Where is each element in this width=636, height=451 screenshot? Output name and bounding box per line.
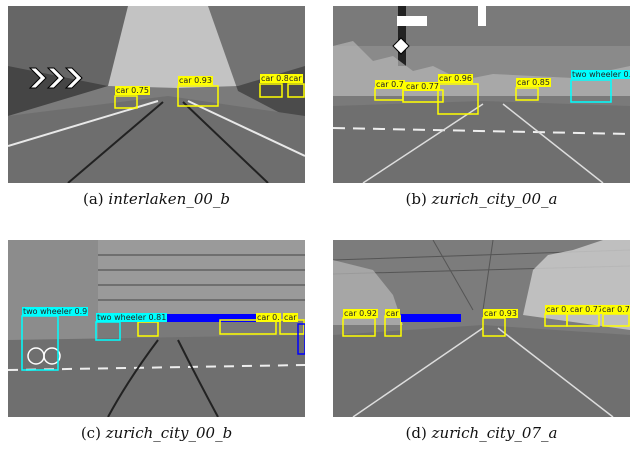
caption-a: (a) interlaken_00_b [8,190,305,208]
caption-c: (c) zurich_city_00_b [8,424,305,442]
detection-label: car 0.7 [601,305,630,314]
detection-label: car [288,74,303,83]
chevron-signs [28,67,83,89]
bbox-car-a3 [259,83,283,98]
bbox-car-d1 [342,317,376,337]
detection-label: car [385,309,400,318]
bbox-car-d5 [566,313,600,327]
detection-label: car 0.77 [569,305,604,314]
caption-prefix: (a) [82,190,104,208]
caption-sequence-name: zurich_city_07_a [431,424,558,442]
detection-label: car 0.96 [438,74,473,83]
detection-label: two wheeler 0. [571,70,630,79]
bbox-car-c4 [219,319,277,335]
detection-label: car 0.85 [516,78,551,87]
detection-label: two wheeler 0.81 [96,313,168,322]
bbox-two-wheeler-c1 [21,315,59,371]
caption-sequence-name: interlaken_00_b [108,190,231,208]
detection-label: car 0.75 [115,86,150,95]
caption-sequence-name: zurich_city_00_a [431,190,558,208]
detection-label: two wheeler 0.9 [22,307,89,316]
detection-label: car 0.77 [405,82,440,91]
event-frame-b [333,6,630,183]
bbox-car-b3 [437,83,479,115]
bbox-car-c3 [137,321,159,337]
detection-label: car 0.8 [260,74,290,83]
bbox-bus-c6 [297,323,305,355]
panel-c-event-frame: two wheeler 0.9 two wheeler 0.81 car 0. … [8,240,305,417]
bbox-car-a4 [287,83,305,98]
bbox-two-wheeler-c2 [95,321,121,341]
bbox-car-d3 [482,317,506,337]
caption-prefix: (d) [405,424,427,442]
caption-b: (b) zurich_city_00_a [333,190,630,208]
event-frame-a [8,6,305,183]
event-frame-c [8,240,305,417]
detection-label: car 0.92 [343,309,378,318]
detection-label: car 0.93 [483,309,518,318]
detection-label: car 0. [256,313,281,322]
caption-prefix: (b) [405,190,427,208]
caption-d: (d) zurich_city_07_a [333,424,630,442]
caption-prefix: (c) [80,424,101,442]
bus-band [401,314,461,322]
detection-label: car 0. [545,305,570,314]
panel-b-event-frame: car 0.7 car 0.77 car 0.96 car 0.85 two w… [333,6,630,183]
detection-label: car 0.93 [178,76,213,85]
bbox-car-b4 [515,87,539,101]
caption-sequence-name: zurich_city_00_b [105,424,233,442]
detection-label: car 0.7 [375,80,405,89]
bbox-car-a1 [114,95,138,109]
bus-band [138,314,278,322]
event-frame-d [333,240,630,417]
detection-label: car [283,313,298,322]
panel-d-event-frame: car 0.92 car car 0.93 car 0. car 0.77 ca… [333,240,630,417]
bbox-two-wheeler-b5 [570,79,612,103]
panel-a-event-frame: car 0.75 car 0.93 car 0.8 car [8,6,305,183]
bbox-car-d6 [602,313,630,327]
bbox-car-a2 [177,85,219,107]
